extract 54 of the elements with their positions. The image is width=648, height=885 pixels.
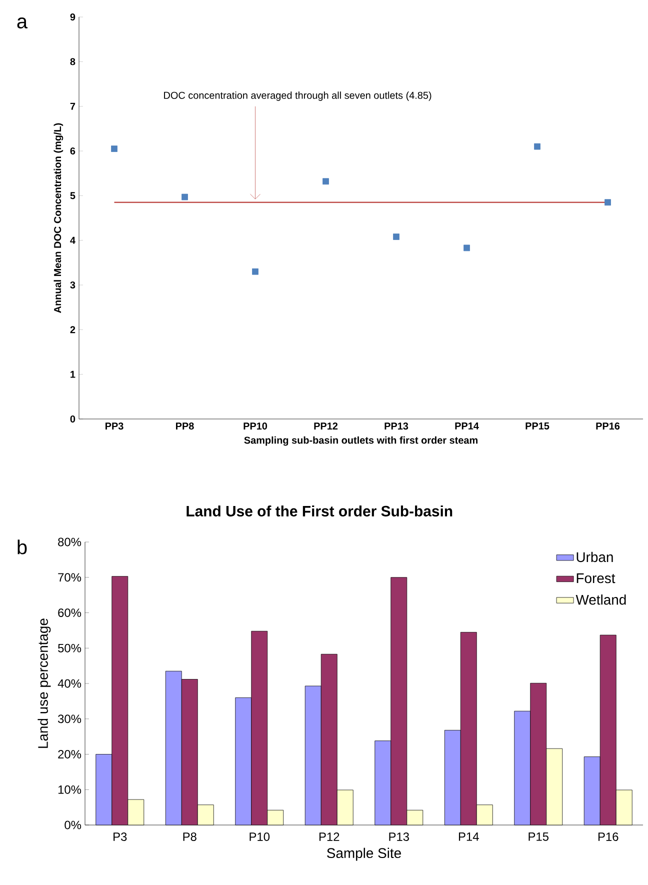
text: b [18, 540, 27, 554]
y-tick-label: 10% [58, 785, 82, 794]
x-tick-label: PP8 [176, 422, 194, 430]
y-tick-label: 4 [70, 236, 76, 244]
annotation: DOC concentration averaged through all seven outlets (4.85) [164, 92, 432, 101]
x-tick-label: PP15 [526, 422, 550, 430]
y-tick-label: 80% [58, 538, 82, 546]
point [604, 199, 611, 206]
y-tick-label: 30% [58, 714, 82, 724]
y-tick-label: 70% [58, 573, 82, 582]
y-tick-label: 7 [70, 102, 76, 110]
point [111, 146, 118, 152]
y-tick-label: 60% [58, 608, 82, 617]
point [534, 143, 540, 150]
x-tick-label: P15 [528, 832, 548, 841]
y-tick-label: 20% [58, 750, 82, 758]
y-tick-label: 8 [70, 58, 76, 66]
legend-label: Urban [576, 552, 613, 562]
point [464, 244, 470, 252]
point [393, 234, 400, 240]
x-tick-label: P13 [389, 832, 409, 841]
text: a [17, 18, 28, 28]
point [182, 194, 188, 200]
x-tick-label: PP12 [314, 422, 338, 430]
x-tick-label: P3 [114, 832, 127, 841]
x-tick-label: PP13 [384, 422, 408, 430]
x-tick-label: PP16 [596, 422, 620, 430]
y-tick-label: 6 [70, 147, 76, 155]
y-tick-label: 1 [70, 370, 76, 378]
x-tick-label: P10 [250, 832, 270, 841]
x-tick-label: P14 [458, 832, 479, 841]
y-tick-label: 40% [58, 679, 82, 688]
y-tick-label: 9 [70, 13, 76, 21]
x-tick-label: P16 [598, 832, 618, 841]
x-tick-label: PP10 [244, 422, 268, 430]
chart-title: Land Use of the First order Sub-basin [186, 506, 452, 516]
x-tick-label: PP3 [106, 422, 124, 430]
point [322, 178, 329, 185]
x-tick-label: P12 [319, 832, 340, 841]
y-tick-label: 3 [70, 281, 76, 289]
y-axis-title: Annual Mean DOC Concentration (mg/L) [54, 123, 64, 313]
y-tick-label: 5 [70, 192, 76, 200]
legend-label: Wetland [576, 594, 626, 605]
y-tick-label: 0% [64, 820, 82, 830]
point [252, 268, 258, 275]
legend-label: Forest [576, 573, 616, 584]
x-tick-label: P8 [183, 832, 196, 841]
y-tick-label: 2 [70, 326, 76, 334]
y-axis-title: Land use percentage [38, 618, 51, 748]
y-tick-label: 50% [58, 644, 82, 652]
x-tick-label: PP14 [455, 422, 479, 430]
x-axis-title: Sample Site [327, 848, 401, 861]
x-axis-title: Sampling sub-basin outlets with first order steam [244, 436, 478, 446]
y-tick-label: 0 [70, 415, 76, 423]
